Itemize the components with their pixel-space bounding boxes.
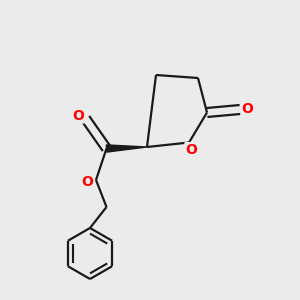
Text: O: O	[242, 102, 254, 116]
Text: O: O	[82, 175, 94, 188]
Text: O: O	[72, 109, 84, 122]
Text: O: O	[185, 143, 197, 157]
Polygon shape	[106, 145, 147, 152]
